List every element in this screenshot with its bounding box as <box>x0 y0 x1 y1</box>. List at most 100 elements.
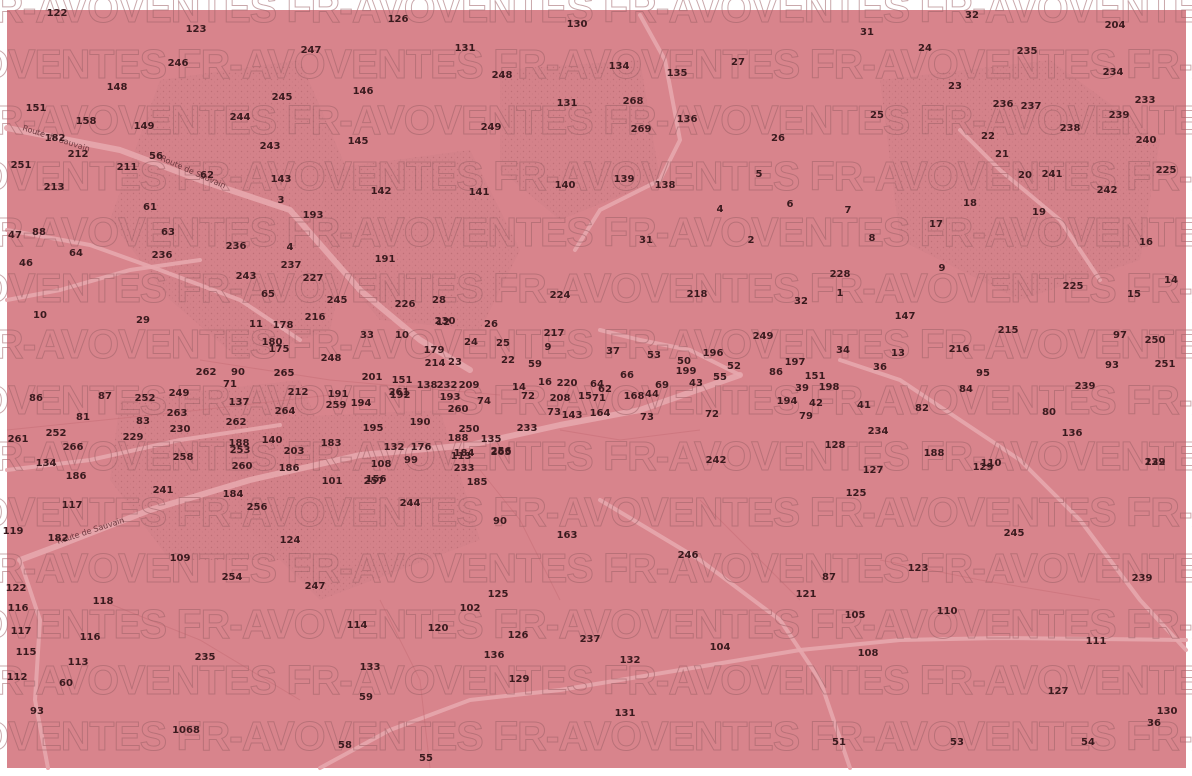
parcel-number[interactable]: 203 <box>284 446 305 457</box>
parcel-number[interactable]: 237 <box>1021 101 1042 112</box>
parcel-number[interactable]: 59 <box>359 692 373 703</box>
parcel-number[interactable]: 95 <box>976 368 990 379</box>
parcel-number[interactable]: 244 <box>400 498 421 509</box>
parcel-number[interactable]: 243 <box>260 141 281 152</box>
parcel-number[interactable]: 211 <box>117 162 138 173</box>
parcel-number[interactable]: 58 <box>338 740 352 751</box>
parcel-number[interactable]: 10 <box>33 310 47 321</box>
parcel-number[interactable]: 25 <box>870 110 884 121</box>
parcel-number[interactable]: 141 <box>469 187 490 198</box>
parcel-number[interactable]: 246 <box>168 58 189 69</box>
parcel-number[interactable]: 236 <box>993 99 1014 110</box>
parcel-number[interactable]: 164 <box>590 408 611 419</box>
parcel-number[interactable]: 90 <box>493 516 507 527</box>
parcel-number[interactable]: 245 <box>327 295 348 306</box>
parcel-number[interactable]: 237 <box>281 260 302 271</box>
parcel-number[interactable]: 216 <box>305 312 326 323</box>
parcel-number[interactable]: 12 <box>436 317 450 328</box>
parcel-number[interactable]: 212 <box>288 387 309 398</box>
parcel-number[interactable]: 122 <box>1145 457 1166 468</box>
parcel-number[interactable]: 168 <box>624 391 645 402</box>
parcel-number[interactable]: 194 <box>777 396 798 407</box>
parcel-number[interactable]: 182 <box>45 133 66 144</box>
parcel-number[interactable]: 93 <box>1105 360 1119 371</box>
parcel-number[interactable]: 39 <box>795 383 809 394</box>
parcel-number[interactable]: 124 <box>280 535 301 546</box>
parcel-number[interactable]: 247 <box>305 581 326 592</box>
parcel-number[interactable]: 188 <box>448 433 469 444</box>
parcel-number[interactable]: 131 <box>455 43 476 54</box>
parcel-number[interactable]: 54 <box>1081 737 1095 748</box>
parcel-number[interactable]: 10 <box>395 330 409 341</box>
parcel-number[interactable]: 1 <box>837 288 844 299</box>
parcel-number[interactable]: 145 <box>348 136 369 147</box>
parcel-number[interactable]: 79 <box>799 411 813 422</box>
parcel-number[interactable]: 108 <box>371 459 392 470</box>
parcel-number[interactable]: 23 <box>448 357 462 368</box>
parcel-number[interactable]: 195 <box>363 423 384 434</box>
parcel-number[interactable]: 55 <box>713 372 727 383</box>
parcel-number[interactable]: 64 <box>69 248 83 259</box>
parcel-number[interactable]: 32 <box>965 10 979 21</box>
parcel-number[interactable]: 148 <box>107 82 128 93</box>
parcel-number[interactable]: 244 <box>230 112 251 123</box>
parcel-number[interactable]: 196 <box>703 348 724 359</box>
parcel-number[interactable]: 250 <box>1145 335 1166 346</box>
parcel-number[interactable]: 269 <box>631 124 652 135</box>
parcel-number[interactable]: 248 <box>321 353 342 364</box>
parcel-number[interactable]: 186 <box>66 471 87 482</box>
parcel-number[interactable]: 113 <box>68 657 89 668</box>
parcel-number[interactable]: 134 <box>36 458 57 469</box>
parcel-number[interactable]: 117 <box>11 626 32 637</box>
parcel-number[interactable]: 115 <box>16 647 37 658</box>
parcel-number[interactable]: 126 <box>508 630 529 641</box>
parcel-number[interactable]: 37 <box>606 346 620 357</box>
parcel-number[interactable]: 247 <box>301 45 322 56</box>
parcel-number[interactable]: 114 <box>347 620 368 631</box>
parcel-number[interactable]: 131 <box>615 708 636 719</box>
parcel-number[interactable]: 245 <box>1004 528 1025 539</box>
parcel-number[interactable]: 147 <box>895 311 916 322</box>
parcel-number[interactable]: 83 <box>136 416 150 427</box>
parcel-number[interactable]: 233 <box>517 423 538 434</box>
parcel-number[interactable]: 151 <box>805 371 826 382</box>
parcel-number[interactable]: 214 <box>425 358 446 369</box>
parcel-number[interactable]: 265 <box>274 368 295 379</box>
parcel-number[interactable]: 239 <box>1132 573 1153 584</box>
parcel-number[interactable]: 127 <box>863 465 884 476</box>
parcel-number[interactable]: 109 <box>170 553 191 564</box>
parcel-number[interactable]: 134 <box>609 61 630 72</box>
parcel-number[interactable]: 26 <box>771 133 785 144</box>
parcel-number[interactable]: 262 <box>196 367 217 378</box>
parcel-number[interactable]: 225 <box>1063 281 1084 292</box>
parcel-number[interactable]: 5 <box>756 169 763 180</box>
parcel-number[interactable]: 204 <box>1105 20 1126 31</box>
parcel-number[interactable]: 158 <box>76 116 97 127</box>
parcel-number[interactable]: 125 <box>488 589 509 600</box>
parcel-number[interactable]: 232 <box>437 380 458 391</box>
parcel-number[interactable]: 209 <box>459 380 480 391</box>
parcel-number[interactable]: 228 <box>830 269 851 280</box>
parcel-number[interactable]: 129 <box>509 674 530 685</box>
parcel-number[interactable]: 7 <box>845 205 852 216</box>
parcel-number[interactable]: 84 <box>959 384 973 395</box>
parcel-number[interactable]: 224 <box>550 290 571 301</box>
parcel-number[interactable]: 31 <box>639 235 653 246</box>
parcel-number[interactable]: 182 <box>48 533 69 544</box>
parcel-number[interactable]: 135 <box>667 68 688 79</box>
parcel-number[interactable]: 198 <box>819 382 840 393</box>
parcel-number[interactable]: 137 <box>229 397 250 408</box>
parcel-number[interactable]: 176 <box>411 442 432 453</box>
parcel-number[interactable]: 29 <box>136 315 150 326</box>
parcel-number[interactable]: 215 <box>998 325 1019 336</box>
parcel-number[interactable]: 119 <box>3 526 24 537</box>
parcel-number[interactable]: 212 <box>68 149 89 160</box>
parcel-number[interactable]: 213 <box>44 182 65 193</box>
parcel-number[interactable]: 264 <box>275 406 296 417</box>
parcel-number[interactable]: 127 <box>1048 686 1069 697</box>
parcel-number[interactable]: 252 <box>46 428 67 439</box>
parcel-number[interactable]: 71 <box>592 393 606 404</box>
parcel-number[interactable]: 243 <box>236 271 257 282</box>
parcel-number[interactable]: 151 <box>26 103 47 114</box>
parcel-number[interactable]: 236 <box>226 241 247 252</box>
